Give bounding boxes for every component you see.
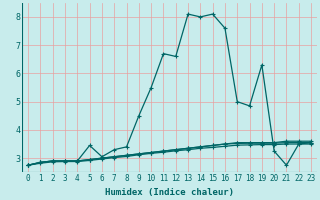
X-axis label: Humidex (Indice chaleur): Humidex (Indice chaleur): [105, 188, 234, 197]
